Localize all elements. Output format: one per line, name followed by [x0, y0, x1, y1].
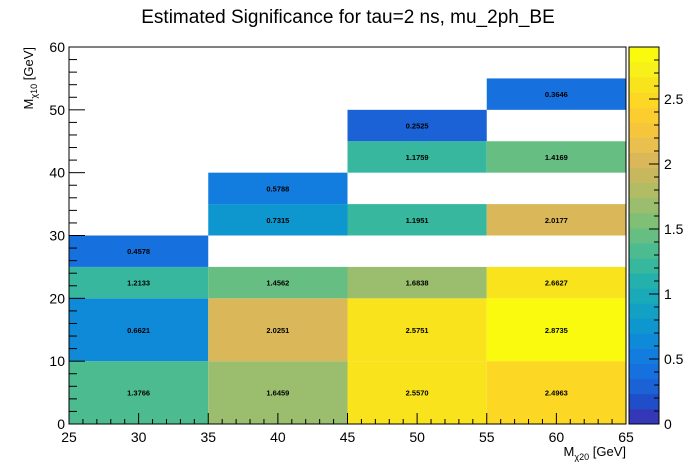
colorbar-tick-label: 2 — [664, 156, 672, 172]
cell-value-label: 1.6838 — [406, 279, 429, 288]
cell-value-label: 2.8735 — [545, 326, 568, 335]
x-axis-label: Mχ20 [GeV] — [564, 444, 626, 462]
colorbar-tick-label: 0.5 — [664, 351, 684, 367]
cell-value-label: 2.4963 — [545, 389, 568, 398]
y-tick-label: 0 — [57, 416, 65, 432]
colorbar-tick-label: 1.5 — [664, 221, 684, 237]
cell-value-label: 0.6621 — [127, 326, 150, 335]
colorbar-segment — [629, 62, 659, 77]
cell-value-label: 2.0177 — [545, 216, 568, 225]
x-tick-label: 65 — [618, 429, 634, 445]
colorbar-segment — [629, 349, 659, 364]
cell-value-label: 1.1951 — [406, 216, 429, 225]
cell-value-label: 2.5751 — [406, 326, 429, 335]
cell-value-label: 1.4562 — [266, 279, 289, 288]
colorbar-tick-label: 0 — [664, 416, 672, 432]
color-scale-bar — [629, 47, 659, 424]
colorbar-segment — [629, 107, 659, 122]
colorbar-segment — [629, 288, 659, 303]
cell-value-label: 2.0251 — [266, 326, 289, 335]
colorbar-tick-label: 1 — [664, 286, 672, 302]
colorbar-segment — [629, 379, 659, 394]
colorbar-segment — [629, 168, 659, 183]
cell-value-label: 1.3766 — [127, 389, 150, 398]
colorbar-segment — [629, 303, 659, 318]
cell-value-label: 0.2525 — [406, 122, 429, 131]
cell-value-label: 1.6459 — [266, 389, 289, 398]
x-tick-label: 55 — [479, 429, 495, 445]
y-tick-label: 60 — [49, 39, 65, 55]
colorbar-segment — [629, 92, 659, 107]
colorbar-segment — [629, 364, 659, 379]
y-tick-label: 50 — [49, 102, 65, 118]
colorbar-segment — [629, 153, 659, 168]
colorbar-segment — [629, 334, 659, 349]
heatmap-cells — [69, 78, 626, 424]
cell-value-label: 2.6627 — [545, 279, 568, 288]
x-tick-label: 30 — [131, 429, 147, 445]
cell-value-label: 1.2133 — [127, 279, 150, 288]
colorbar-segment — [629, 258, 659, 273]
colorbar-tick-label: 2.5 — [664, 91, 684, 107]
x-tick-label: 50 — [409, 429, 425, 445]
x-tick-label: 60 — [549, 429, 565, 445]
chart-title: Estimated Significance for tau=2 ns, mu_… — [141, 7, 555, 28]
y-axis-label: Mχ10 [GeV] — [21, 47, 39, 109]
colorbar-segment — [629, 394, 659, 409]
x-tick-label: 40 — [270, 429, 286, 445]
y-tick-label: 10 — [49, 353, 65, 369]
colorbar-segment — [629, 243, 659, 258]
y-tick-label: 40 — [49, 165, 65, 181]
colorbar-segment — [629, 213, 659, 228]
y-tick-label: 20 — [49, 290, 65, 306]
x-tick-label: 35 — [200, 429, 216, 445]
cell-value-label: 1.1759 — [406, 153, 429, 162]
colorbar-segment — [629, 318, 659, 333]
cell-value-label: 0.5788 — [266, 184, 289, 193]
colorbar-segment — [629, 228, 659, 243]
cell-value-label: 2.5570 — [406, 389, 429, 398]
cell-value-label: 0.4578 — [127, 247, 150, 256]
colorbar-segment — [629, 77, 659, 92]
cell-value-label: 1.4169 — [545, 153, 568, 162]
cell-value-label: 0.3646 — [545, 90, 568, 99]
y-tick-label: 30 — [49, 228, 65, 244]
x-tick-label: 45 — [340, 429, 356, 445]
colorbar-segment — [629, 198, 659, 213]
cell-value-label: 0.7315 — [266, 216, 289, 225]
